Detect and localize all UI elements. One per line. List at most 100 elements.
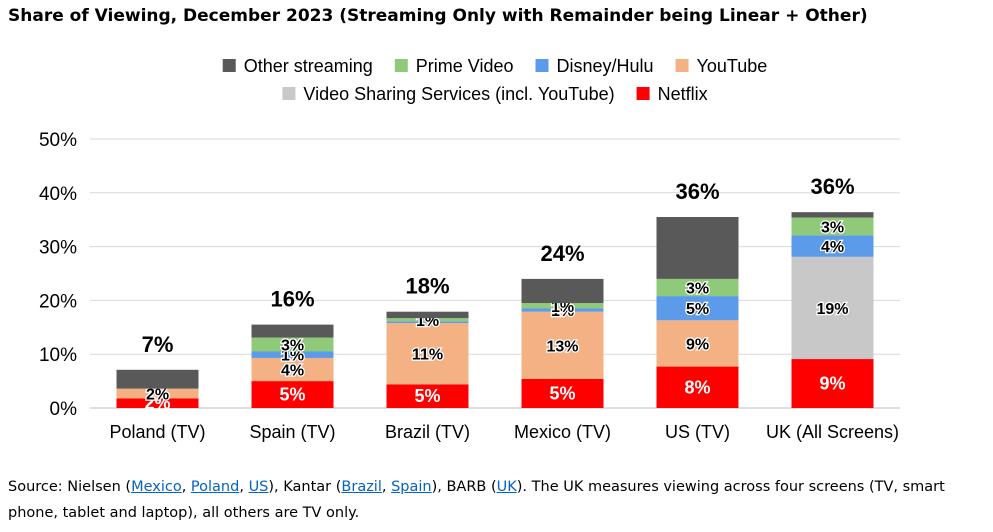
data-label-disney_hulu: 5% <box>686 301 709 318</box>
y-tick-label: 0% <box>50 399 78 420</box>
bar-segment-disney_hulu <box>656 296 739 321</box>
x-tick-label: UK (All Screens) <box>766 422 899 442</box>
total-label: 16% <box>270 287 314 312</box>
bar-segment-prime_video <box>521 303 604 309</box>
source-separator: , <box>381 479 392 495</box>
data-label-disney_hulu: 4% <box>821 239 844 256</box>
data-label-youtube: 4% <box>281 363 304 380</box>
bar-stack-us-tv: 8% 9% 5% 3% 36% <box>656 179 739 408</box>
stacked-bar-chart: Other streaming Prime Video Disney/Hulu You… <box>39 56 900 442</box>
bar-segment-netflix <box>791 359 874 408</box>
bar-stack-uk-all-screens: 9% 19% 4% 3% 36% <box>791 174 874 408</box>
y-tick-label: 10% <box>39 345 77 366</box>
chart-bars: 2%2%7%5%4%1%3%16%5%11%1%18%5%13%1%1%24%8… <box>116 174 874 413</box>
data-label-youtube: 2% <box>146 386 169 403</box>
y-axis: 0% 10% 20% 30% 40% 50% <box>39 130 77 420</box>
bar-segment-disney_hulu <box>791 235 874 257</box>
source-separator: , <box>181 479 191 495</box>
legend-row: Other streaming Prime Video Disney/Hulu You… <box>222 56 768 76</box>
y-tick-label: 30% <box>39 238 77 259</box>
bar-segment-netflix <box>656 366 739 408</box>
data-label-netflix: 8% <box>684 377 710 397</box>
legend-swatch-video_sharing <box>282 87 296 100</box>
bar-segment-prime_video <box>656 278 739 297</box>
bar-segment-youtube <box>386 322 469 385</box>
legend-label-other_streaming: Other streaming <box>244 56 373 76</box>
bar-segment-other_streaming <box>386 311 469 319</box>
bar-segment-prime_video <box>251 337 334 352</box>
legend-swatch-netflix <box>636 87 650 100</box>
legend-swatch-other_streaming <box>222 59 236 72</box>
chart-gridlines <box>90 138 900 409</box>
data-label-prime_video: 3% <box>686 280 709 297</box>
bar-segment-youtube <box>656 320 739 367</box>
bar-segment-disney_hulu <box>386 321 469 323</box>
data-label-netflix: 5% <box>414 386 440 406</box>
source-kantar: ), Kantar ( <box>268 479 342 495</box>
legend-swatch-disney_hulu <box>535 59 549 72</box>
bar-segment-disney_hulu <box>251 351 334 358</box>
bar-segment-youtube <box>251 357 334 382</box>
legend-swatch-prime_video <box>394 59 408 72</box>
chart-title: Share of Viewing, December 2023 (Streami… <box>8 6 868 26</box>
bar-segment-netflix <box>251 381 334 408</box>
legend-label-netflix: Netflix <box>658 84 708 104</box>
legend-item-disney_hulu: Disney/Hulu <box>535 56 654 76</box>
source-link-brazil[interactable]: Brazil <box>341 479 382 495</box>
source-link-poland[interactable]: Poland <box>190 479 240 495</box>
source-note: Source: Nielsen (Mexico, Poland, US), Ka… <box>8 474 988 526</box>
data-label-video_sharing: 19% <box>816 301 848 318</box>
total-label: 36% <box>810 174 854 199</box>
bar-segment-video_sharing <box>791 256 874 360</box>
x-tick-label: Brazil (TV) <box>385 422 470 442</box>
x-tick-label: Poland (TV) <box>109 422 205 442</box>
bar-segment-netflix <box>386 384 469 408</box>
total-label: 36% <box>675 179 719 204</box>
legend-label-disney_hulu: Disney/Hulu <box>557 56 654 76</box>
legend-item-video_sharing: Video Sharing Services (incl. YouTube) <box>282 84 615 104</box>
data-label-youtube: 13% <box>546 338 578 355</box>
data-label-youtube: 11% <box>412 347 443 364</box>
x-tick-label: Mexico (TV) <box>514 422 611 442</box>
bar-segment-other_streaming <box>116 369 199 389</box>
y-tick-label: 50% <box>39 130 77 151</box>
data-label-prime_video: 3% <box>281 338 304 355</box>
legend-label-prime_video: Prime Video <box>416 56 514 76</box>
total-label: 7% <box>142 332 174 357</box>
legend-label-video_sharing: Video Sharing Services (incl. YouTube) <box>303 84 614 104</box>
data-label-netflix: 5% <box>549 383 575 403</box>
total-label: 18% <box>405 274 449 299</box>
source-prefix: Source: Nielsen ( <box>8 479 132 495</box>
source-separator: , <box>239 479 249 495</box>
y-tick-label: 20% <box>39 291 77 312</box>
bar-segment-other_streaming <box>656 217 739 279</box>
legend-row: Video Sharing Services (incl. YouTube) Ne… <box>282 84 708 104</box>
bar-segment-youtube <box>521 311 604 379</box>
x-tick-label: Spain (TV) <box>249 422 335 442</box>
bar-segment-other_streaming <box>791 212 874 218</box>
total-label: 24% <box>540 241 584 266</box>
chart-legend: Other streaming Prime Video Disney/Hulu You… <box>222 56 768 104</box>
source-link-uk[interactable]: UK <box>496 479 517 495</box>
x-tick-label: US (TV) <box>665 422 730 442</box>
source-suffix: ). The UK measures viewing across four s… <box>8 479 945 521</box>
data-label-prime_video: 3% <box>821 219 844 236</box>
bar-segment-netflix <box>521 378 604 408</box>
legend-item-other_streaming: Other streaming <box>222 56 373 76</box>
bar-segment-other_streaming <box>521 278 604 304</box>
bar-segment-youtube <box>116 388 199 399</box>
bar-segment-other_streaming <box>251 324 334 338</box>
source-link-mexico[interactable]: Mexico <box>131 479 182 495</box>
bar-segment-disney_hulu <box>521 308 604 312</box>
bar-stack-spain-tv: 5%4%1%3%16% <box>251 287 334 408</box>
bar-segment-netflix <box>116 398 199 408</box>
source-link-spain[interactable]: Spain <box>391 479 432 495</box>
bar-segment-prime_video <box>386 318 469 322</box>
legend-label-youtube: YouTube <box>697 56 768 76</box>
legend-swatch-youtube <box>675 59 689 72</box>
source-link-us[interactable]: US <box>248 479 269 495</box>
data-label-netflix: 9% <box>819 374 845 394</box>
x-axis: Poland (TV) Spain (TV) Brazil (TV) Mexico (… <box>109 422 899 442</box>
bar-stack-brazil-tv: 5%11%1%18% <box>386 274 469 408</box>
legend-item-netflix: Netflix <box>636 84 708 104</box>
